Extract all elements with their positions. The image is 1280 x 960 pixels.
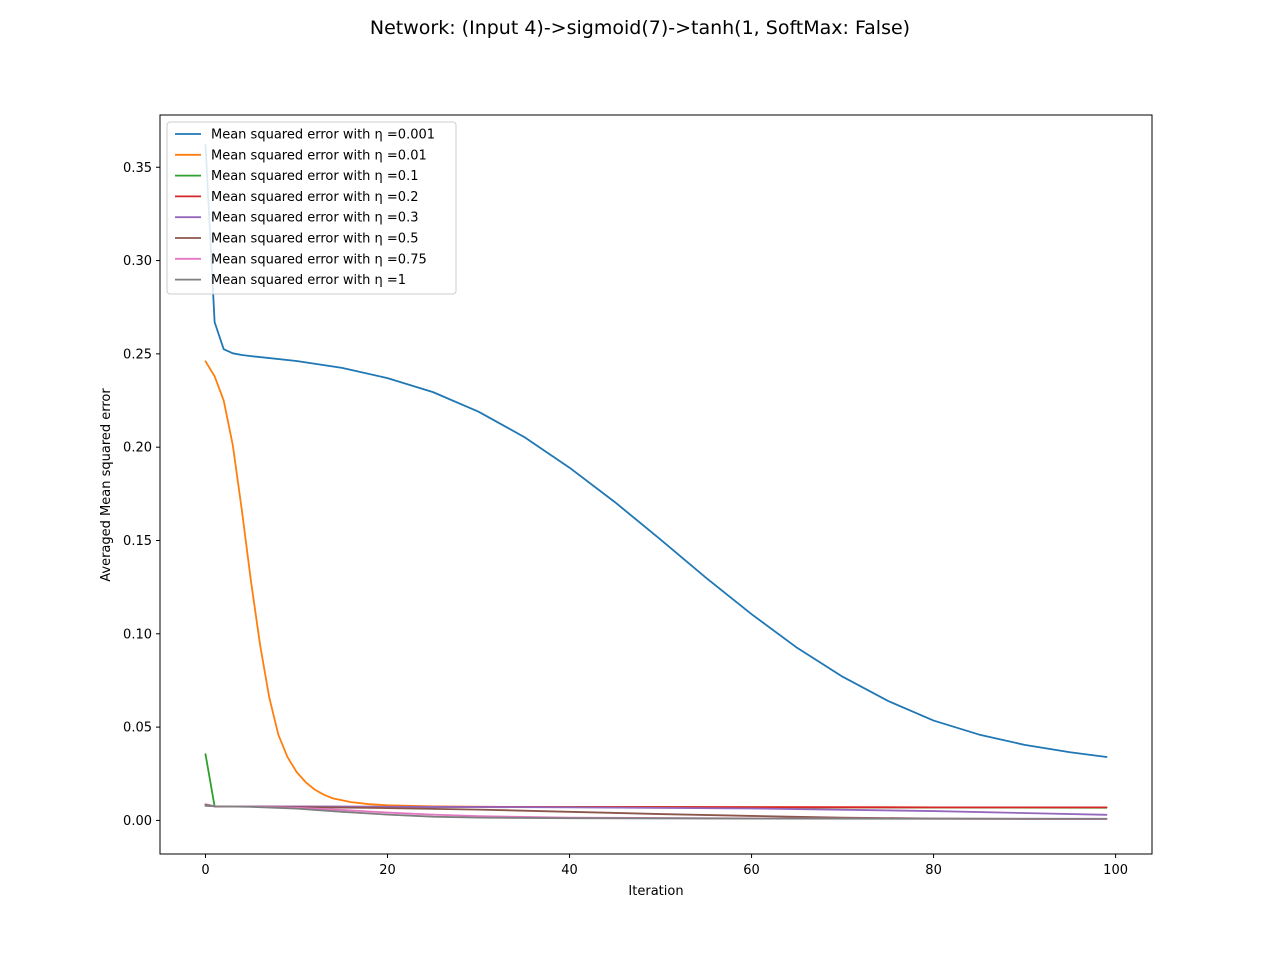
- y-tick-label: 0.35: [123, 161, 152, 176]
- legend-box: [166, 121, 457, 295]
- legend-entry-label: Mean squared error with η =0.001: [211, 128, 435, 143]
- x-tick-label: 100: [1103, 863, 1128, 878]
- chart-title: Network: (Input 4)->sigmoid(7)->tanh(1, …: [370, 17, 910, 39]
- x-axis-label: Iteration: [628, 884, 683, 899]
- y-tick-label: 0.05: [123, 721, 152, 736]
- legend-entry-label: Mean squared error with η =0.01: [211, 148, 427, 163]
- series-line-0: [204, 143, 1108, 758]
- x-tick-label: 60: [743, 863, 760, 878]
- legend-entry-label: Mean squared error with η =0.5: [211, 232, 418, 247]
- series-layer: [204, 143, 1108, 820]
- y-tick-label: 0.30: [123, 254, 152, 269]
- y-tick-label: 0.10: [123, 627, 152, 642]
- legend-entry-label: Mean squared error with η =0.1: [211, 169, 418, 184]
- y-tick-label: 0.00: [123, 814, 152, 829]
- legend-entry-label: Mean squared error with η =0.75: [211, 252, 427, 267]
- x-tick-label: 20: [379, 863, 396, 878]
- x-axis-ticks: 0 20 40 60 80 100: [201, 854, 1128, 878]
- y-axis-label: Averaged Mean squared error: [99, 388, 114, 582]
- legend-entry-label: Mean squared error with η =1: [211, 273, 406, 288]
- series-line-1: [204, 360, 1108, 809]
- y-tick-label: 0.20: [123, 441, 152, 456]
- legend-entry-label: Mean squared error with η =0.2: [211, 190, 418, 205]
- y-axis-ticks: 0.00 0.05 0.10 0.15 0.20 0.25 0.30 0.35: [123, 161, 160, 829]
- y-tick-label: 0.15: [123, 534, 152, 549]
- plot-area: [159, 114, 1153, 855]
- legend: Mean squared error with η =0.001 Mean squ…: [166, 121, 457, 295]
- x-tick-label: 80: [925, 863, 942, 878]
- legend-entry-label: Mean squared error with η =0.3: [211, 211, 418, 226]
- y-tick-label: 0.25: [123, 347, 152, 362]
- x-tick-label: 40: [561, 863, 578, 878]
- series-line-7: [204, 804, 1108, 820]
- x-tick-label: 0: [201, 863, 209, 878]
